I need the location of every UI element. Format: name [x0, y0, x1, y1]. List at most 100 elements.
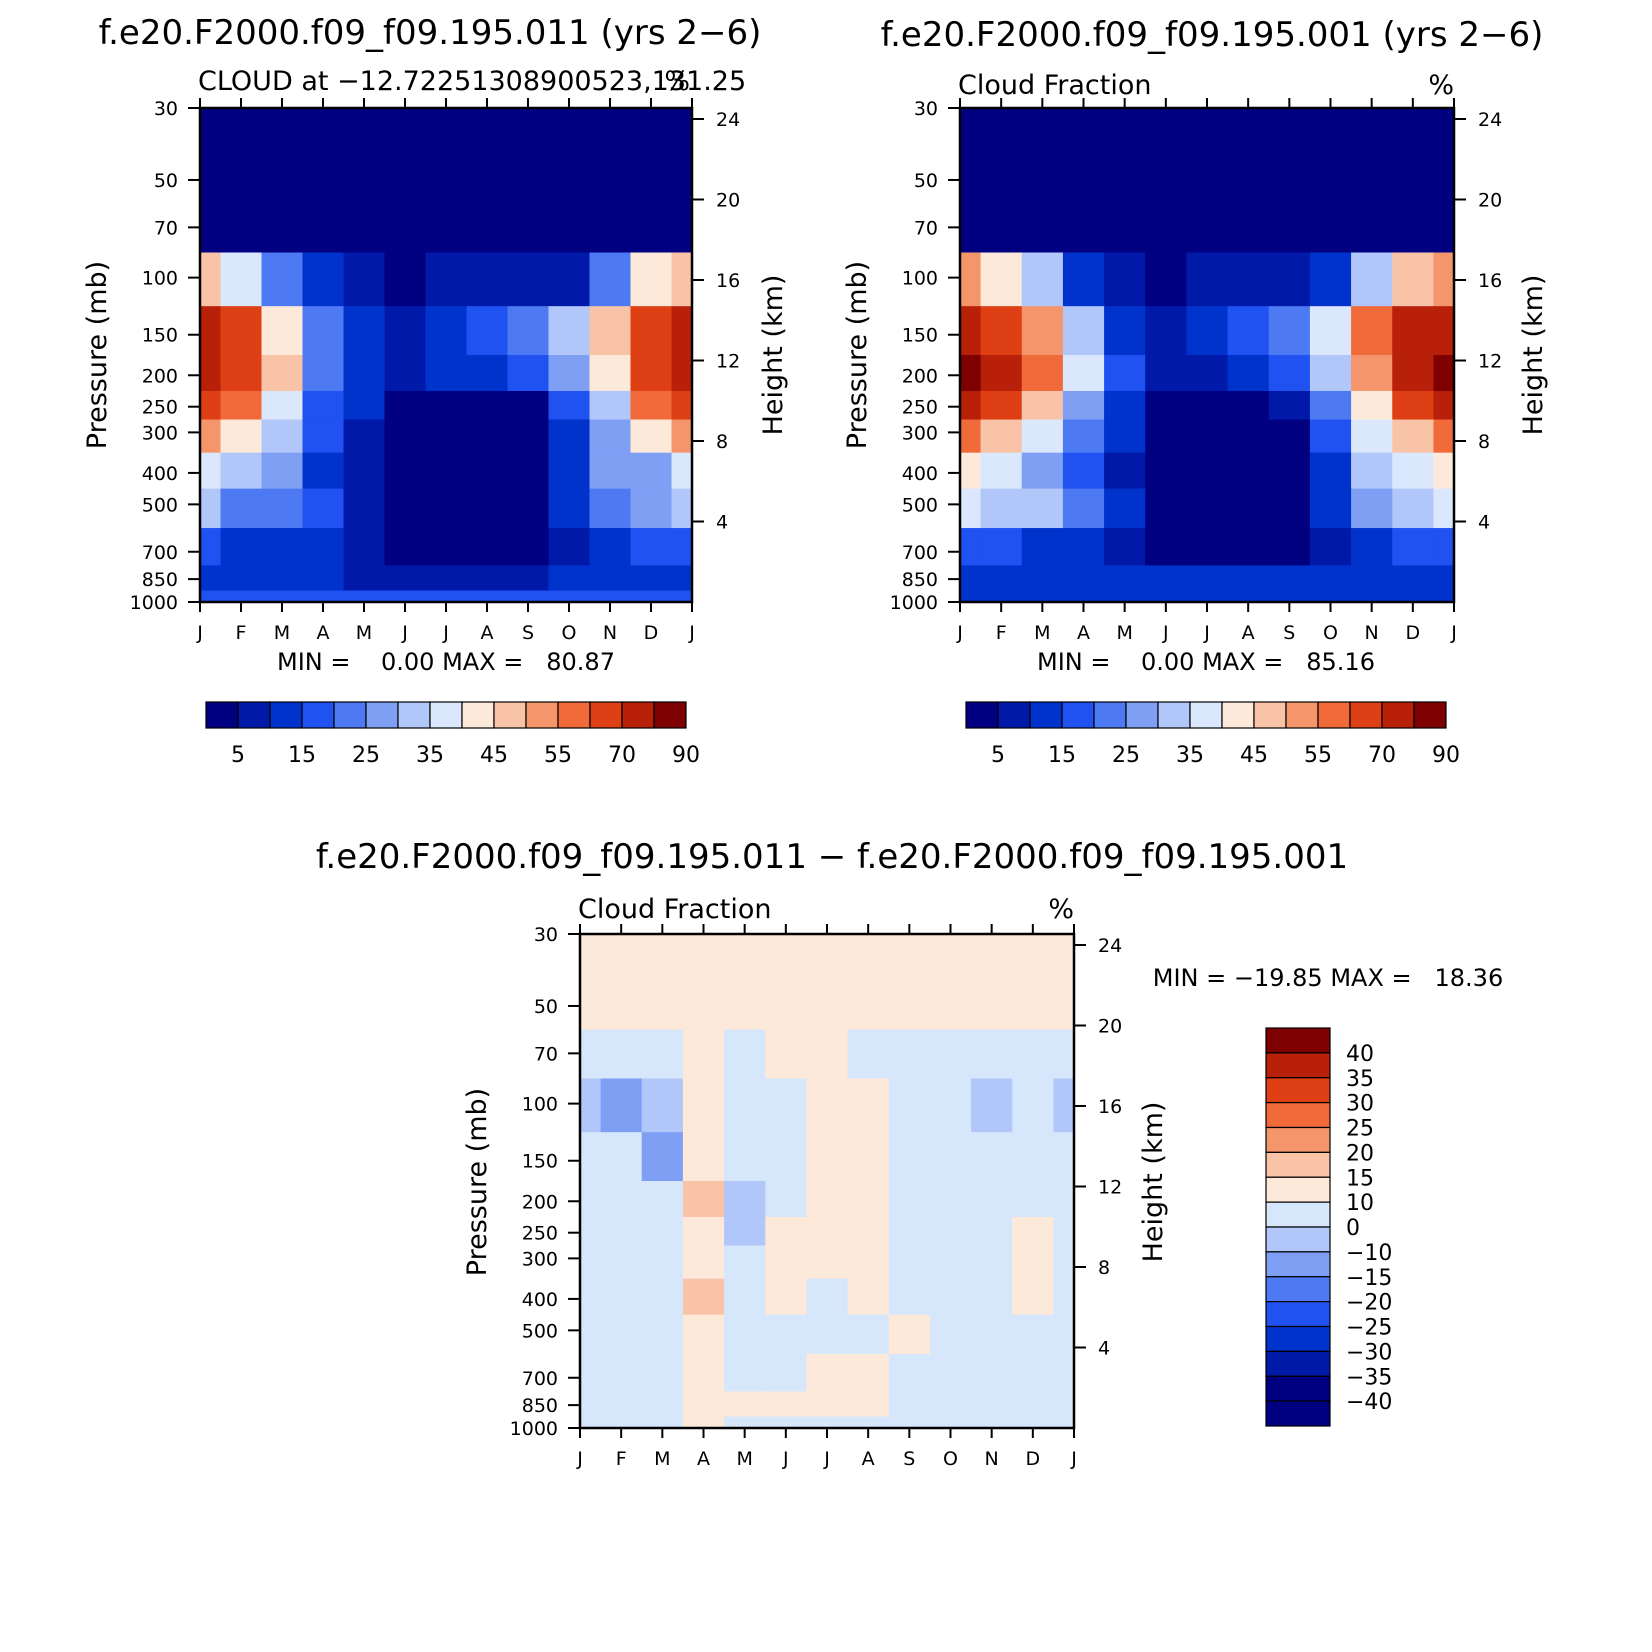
contour-cell — [548, 252, 591, 307]
contour-cell — [1104, 390, 1146, 421]
contour-cell — [548, 306, 591, 356]
contour-cell — [200, 203, 222, 254]
contour-cell — [980, 306, 1023, 356]
contour-cell — [220, 528, 263, 567]
y-tick-label: 250 — [902, 397, 938, 419]
x-tick-label: M — [356, 622, 372, 644]
colorbar-swatch — [589, 701, 623, 729]
colorbar-swatch — [1265, 1325, 1331, 1352]
contour-cell — [384, 108, 427, 145]
contour-cell — [888, 934, 931, 971]
contour-cell — [343, 306, 386, 356]
contour-cell — [1351, 528, 1393, 567]
contour-cell — [507, 390, 550, 421]
colorbar-swatch — [333, 701, 367, 729]
colorbar-swatch — [1265, 1400, 1331, 1427]
contour-cell — [682, 934, 725, 971]
y-tick-label: 400 — [902, 463, 938, 485]
contour-cell — [600, 1245, 643, 1280]
contour-cell — [1268, 143, 1311, 205]
y2-tick-label: 8 — [1098, 1257, 1110, 1279]
contour-cell — [589, 590, 632, 603]
contour-cell — [302, 528, 345, 567]
contour-cell — [682, 1245, 725, 1280]
panel-3-plot-area: J F M A M J J A S O N D J 30 50 70 100 150 200 250 300 400 500… — [510, 924, 1122, 1470]
contour-cell — [929, 1391, 972, 1418]
contour-cell — [724, 1314, 766, 1355]
y2-tick-label: 16 — [1478, 270, 1502, 292]
colorbar-swatch — [997, 701, 1031, 729]
y2-tick-label: 12 — [716, 350, 740, 372]
contour-cell — [671, 452, 693, 490]
contour-cell — [682, 1391, 725, 1418]
contour-cell — [302, 419, 345, 454]
contour-cell — [960, 390, 982, 421]
y2-tick-label: 16 — [716, 270, 740, 292]
contour-cell — [682, 1078, 725, 1133]
colorbar-label: 30 — [1346, 1092, 1374, 1117]
contour-cell — [971, 969, 1013, 1031]
contour-cell — [724, 1278, 766, 1316]
contour-cell — [1062, 203, 1105, 254]
contour-cell — [960, 419, 982, 454]
contour-cell — [302, 252, 345, 307]
y-tick-label: 300 — [902, 422, 938, 444]
colorbar-label: −30 — [1346, 1340, 1392, 1365]
colorbar-swatch — [269, 701, 303, 729]
contour-cell — [1351, 565, 1393, 592]
contour-cell — [384, 355, 427, 392]
y-tick-label: 1000 — [890, 592, 938, 614]
colorbar-label: −40 — [1346, 1390, 1392, 1415]
contour-cell — [847, 1181, 890, 1218]
panel-3-y2label: Height (km) — [1138, 1102, 1169, 1263]
panel-1-cells — [200, 108, 693, 603]
contour-cell — [600, 1391, 643, 1418]
colorbar-swatch — [653, 701, 687, 729]
contour-cell — [1392, 108, 1435, 145]
contour-cell — [1104, 590, 1146, 603]
contour-cell — [1268, 452, 1311, 490]
y-tick-label: 200 — [522, 1191, 558, 1213]
contour-cell — [589, 355, 632, 392]
contour-cell — [600, 1314, 643, 1355]
panel-2-colorbar: 5 15 25 35 45 55 70 90 — [965, 701, 1460, 768]
contour-cell — [1012, 1181, 1055, 1218]
colorbar-swatch — [1265, 1251, 1331, 1278]
contour-cell — [507, 306, 550, 356]
contour-cell — [724, 934, 766, 971]
contour-cell — [980, 528, 1023, 567]
contour-cell — [1309, 488, 1352, 529]
contour-cell — [682, 1354, 725, 1393]
contour-cell — [1145, 452, 1188, 490]
contour-cell — [971, 1078, 1013, 1133]
contour-cell — [1062, 252, 1105, 307]
panel-1-subtitle-left: CLOUD at −12.72251308900523,131.25 — [198, 66, 746, 97]
contour-cell — [548, 108, 591, 145]
contour-cell — [1145, 143, 1188, 205]
contour-cell — [806, 1391, 849, 1418]
contour-cell — [1053, 934, 1075, 971]
contour-cell — [548, 452, 591, 490]
y2-tick-label: 12 — [1098, 1176, 1122, 1198]
contour-cell — [1309, 565, 1352, 592]
y-tick-label: 70 — [534, 1043, 558, 1065]
contour-cell — [548, 390, 591, 421]
contour-cell — [1012, 934, 1055, 971]
contour-cell — [1186, 565, 1229, 592]
contour-cell — [980, 452, 1023, 490]
contour-cell — [1053, 969, 1075, 1031]
x-tick-label: O — [1323, 622, 1338, 644]
x-tick-label: J — [1162, 622, 1169, 644]
contour-cell — [1392, 528, 1435, 567]
contour-cell — [261, 390, 304, 421]
contour-cell — [302, 143, 345, 205]
contour-cell — [1392, 306, 1435, 356]
contour-cell — [1021, 528, 1064, 567]
colorbar-label: −15 — [1346, 1266, 1392, 1291]
contour-cell — [466, 528, 509, 567]
contour-cell — [671, 143, 693, 205]
contour-cell — [1012, 1245, 1055, 1280]
x-tick-label: N — [1365, 622, 1379, 644]
contour-cell — [1186, 419, 1229, 454]
colorbar-swatch — [1265, 1301, 1331, 1328]
